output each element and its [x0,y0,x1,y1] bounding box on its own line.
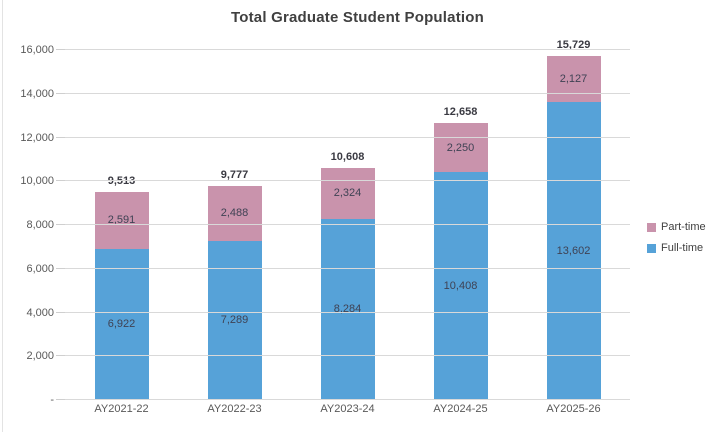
bar-segment-full-time: 13,602 [546,102,601,400]
x-axis: AY2021-22 AY2022-23 AY2023-24 AY2024-25 AY20… [65,403,630,415]
gridline [56,311,630,313]
chart-title: Total Graduate Student Population [231,9,484,26]
chart-left-border [2,0,3,432]
plot-area: 2,5916,9229,5132,4887,2899,7772,3248,284… [56,39,630,400]
legend-item-label: Full-time [661,242,704,254]
segment-value-label: 8,284 [333,303,362,316]
bar-slot: 2,127 13,602 15,729 [517,39,630,400]
y-axis: - 2,000 4,000 6,000 8,000 10,000 12,000 14,000 1… [0,44,54,406]
bar-group: 2,324 8,284 10,608 [320,151,375,400]
bar-segment-full-time: 8,284 [320,218,375,400]
legend: Part-time Full-time [647,221,706,254]
legend-item-full-time: Full-time [647,242,706,254]
y-tick-label: - [50,394,54,406]
segment-value-label: 2,127 [559,73,588,86]
total-value-label: 12,658 [443,106,478,119]
bar-segment-full-time: 7,289 [207,240,262,400]
bar-segment-full-time: 10,408 [433,172,488,400]
total-value-label: 9,777 [220,169,249,182]
bar-segment-full-time: 6,922 [94,248,149,400]
legend-item-part-time: Part-time [647,221,706,233]
bar-segment-part-time: 2,591 [94,191,149,249]
legend-swatch [647,222,656,232]
bar-slot: 2,324 8,284 10,608 [291,50,404,400]
total-value-label: 10,608 [330,150,365,163]
y-tick-label: 6,000 [26,262,54,275]
gridline [56,224,630,225]
gridline [56,399,630,400]
y-tick-label: 10,000 [20,175,54,188]
gridline [56,136,630,138]
bar-group: 2,488 7,289 9,777 [207,169,262,400]
segment-value-label: 13,602 [556,245,591,258]
bar-segment-part-time: 2,488 [207,186,262,241]
y-tick-label: 4,000 [26,306,54,319]
y-tick-label: 2,000 [26,350,54,363]
bar-group: 2,250 10,408 12,658 [433,106,488,400]
segment-value-label: 2,488 [220,207,249,220]
x-tick-label: AY2025-26 [546,403,601,415]
segment-value-label: 7,289 [220,314,249,327]
legend-item-label: Part-time [661,221,706,233]
legend-swatch [647,243,656,253]
gridline [56,180,630,182]
bar-segment-part-time: 2,127 [546,55,601,103]
bar-segment-part-time: 2,250 [433,123,488,173]
bar-slot: 2,250 10,408 12,658 [404,50,517,400]
segment-value-label: 6,922 [107,318,136,331]
x-tick-label: AY2023-24 [320,403,375,415]
segment-value-label: 2,250 [446,141,475,154]
y-tick-label: 14,000 [20,87,54,100]
segment-value-label: 2,591 [107,214,136,227]
segment-value-label: 10,408 [443,280,478,293]
y-tick-label: 8,000 [26,219,54,231]
bar-slot: 2,488 7,289 9,777 [178,50,291,400]
bar-segment-part-time: 2,324 [320,167,375,219]
gridline [56,92,630,94]
y-tick-label: 12,000 [20,131,54,144]
y-tick-label: 16,000 [20,44,54,56]
gridline [56,267,630,269]
total-value-label: 15,729 [556,38,591,51]
x-tick-label: AY2022-23 [207,403,262,415]
segment-value-label: 2,324 [333,187,362,200]
gridline [56,49,630,50]
x-tick-label: AY2024-25 [433,403,488,415]
bars-row: 2,5916,9229,5132,4887,2899,7772,3248,284… [65,39,630,400]
bar-group: 2,127 13,602 15,729 [546,39,601,400]
x-tick-label: AY2021-22 [94,403,149,415]
gridline [56,355,630,357]
